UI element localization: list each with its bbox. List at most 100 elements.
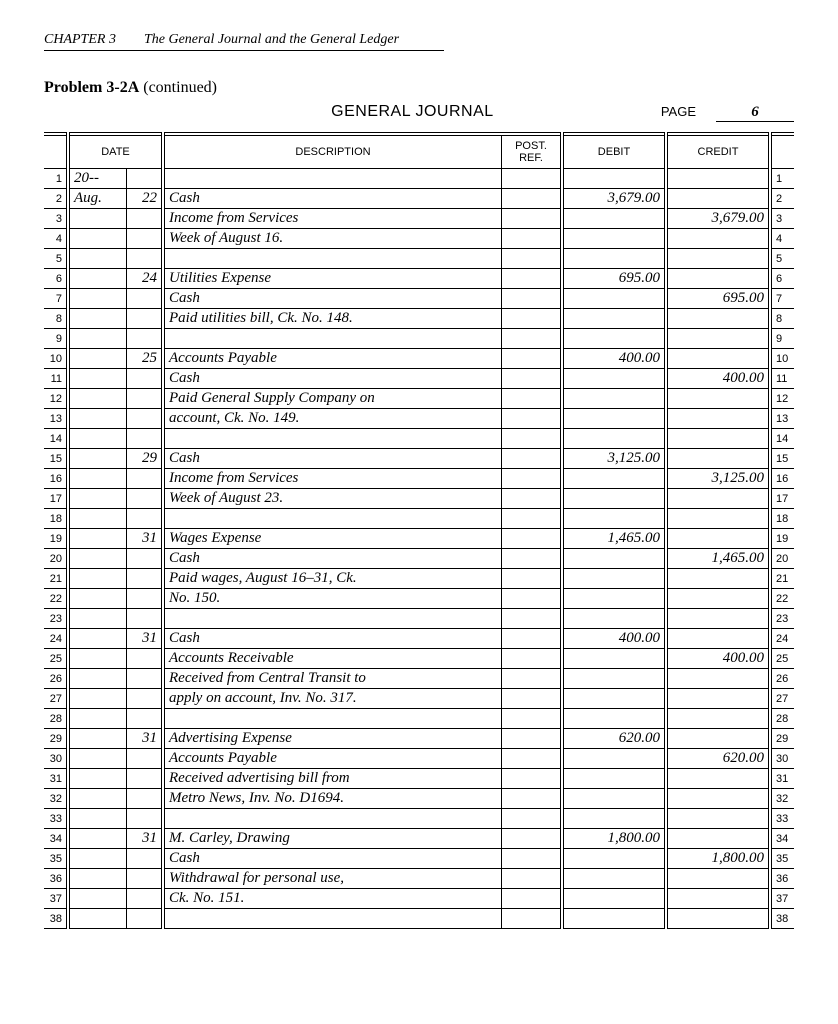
cell-post-ref — [502, 729, 563, 749]
row-number-left: 15 — [44, 449, 68, 469]
cell-month — [68, 369, 127, 389]
row-number-right: 10 — [770, 349, 794, 369]
row-number-right: 27 — [770, 689, 794, 709]
row-number-right: 15 — [770, 449, 794, 469]
journal-row: 25Accounts Receivable400.0025 — [44, 649, 794, 669]
cell-debit — [562, 389, 666, 409]
journal-row: 1931Wages Expense1,465.0019 — [44, 529, 794, 549]
cell-month — [68, 649, 127, 669]
cell-day: 29 — [127, 449, 164, 469]
cell-description: Accounts Payable — [163, 749, 502, 769]
row-number-left: 12 — [44, 389, 68, 409]
row-number-right: 8 — [770, 309, 794, 329]
row-number-left: 30 — [44, 749, 68, 769]
cell-description: Paid wages, August 16–31, Ck. — [163, 569, 502, 589]
cell-post-ref — [502, 209, 563, 229]
cell-month — [68, 849, 127, 869]
cell-month — [68, 589, 127, 609]
row-number-right: 31 — [770, 769, 794, 789]
cell-debit — [562, 489, 666, 509]
row-number-left: 29 — [44, 729, 68, 749]
cell-day — [127, 389, 164, 409]
journal-row: 21Paid wages, August 16–31, Ck.21 — [44, 569, 794, 589]
chapter-header: CHAPTER 3 The General Journal and the Ge… — [44, 32, 444, 51]
cell-debit — [562, 649, 666, 669]
cell-credit — [666, 309, 770, 329]
cell-credit — [666, 329, 770, 349]
cell-credit — [666, 809, 770, 829]
row-number-left: 2 — [44, 189, 68, 209]
row-number-left: 7 — [44, 289, 68, 309]
cell-post-ref — [502, 869, 563, 889]
cell-description: Cash — [163, 289, 502, 309]
cell-day — [127, 329, 164, 349]
cell-post-ref — [502, 329, 563, 349]
cell-credit — [666, 889, 770, 909]
cell-month — [68, 549, 127, 569]
cell-debit — [562, 549, 666, 569]
cell-day — [127, 689, 164, 709]
cell-day — [127, 849, 164, 869]
journal-row: 2323 — [44, 609, 794, 629]
cell-month — [68, 729, 127, 749]
cell-month — [68, 509, 127, 529]
cell-post-ref — [502, 749, 563, 769]
row-number-right: 24 — [770, 629, 794, 649]
cell-debit — [562, 249, 666, 269]
cell-day: 22 — [127, 189, 164, 209]
journal-row: 3Income from Services3,679.003 — [44, 209, 794, 229]
cell-debit — [562, 789, 666, 809]
cell-description: Cash — [163, 549, 502, 569]
cell-post-ref — [502, 469, 563, 489]
cell-description — [163, 709, 502, 729]
cell-credit: 1,800.00 — [666, 849, 770, 869]
row-number-right: 35 — [770, 849, 794, 869]
cell-credit — [666, 449, 770, 469]
cell-description — [163, 509, 502, 529]
cell-month — [68, 209, 127, 229]
cell-day — [127, 429, 164, 449]
cell-post-ref — [502, 529, 563, 549]
cell-post-ref — [502, 689, 563, 709]
cell-post-ref — [502, 409, 563, 429]
cell-month — [68, 349, 127, 369]
cell-debit: 3,679.00 — [562, 189, 666, 209]
cell-debit — [562, 869, 666, 889]
cell-post-ref — [502, 349, 563, 369]
cell-post-ref — [502, 589, 563, 609]
cell-month — [68, 709, 127, 729]
cell-credit — [666, 189, 770, 209]
row-number-right: 21 — [770, 569, 794, 589]
cell-day: 31 — [127, 629, 164, 649]
cell-day — [127, 589, 164, 609]
cell-month — [68, 609, 127, 629]
cell-day — [127, 809, 164, 829]
cell-post-ref — [502, 509, 563, 529]
journal-header-row: GENERAL JOURNAL PAGE 6 — [44, 103, 794, 122]
general-journal-table: DATE DESCRIPTION POST.REF. DEBIT CREDIT … — [44, 132, 794, 929]
cell-month: 20-- — [68, 169, 127, 189]
cell-description: Advertising Expense — [163, 729, 502, 749]
cell-description: Accounts Payable — [163, 349, 502, 369]
cell-credit — [666, 769, 770, 789]
row-number-left: 4 — [44, 229, 68, 249]
row-number-right: 13 — [770, 409, 794, 429]
cell-post-ref — [502, 829, 563, 849]
cell-month: Aug. — [68, 189, 127, 209]
cell-credit — [666, 609, 770, 629]
cell-credit — [666, 569, 770, 589]
cell-debit — [562, 229, 666, 249]
cell-post-ref — [502, 709, 563, 729]
cell-month — [68, 689, 127, 709]
row-number-left: 5 — [44, 249, 68, 269]
page-label: PAGE — [661, 104, 696, 119]
chapter-number: CHAPTER 3 — [44, 32, 116, 48]
cell-day — [127, 369, 164, 389]
row-number-right: 29 — [770, 729, 794, 749]
cell-day — [127, 469, 164, 489]
cell-day — [127, 909, 164, 929]
journal-row: 8Paid utilities bill, Ck. No. 148.8 — [44, 309, 794, 329]
row-number-right: 2 — [770, 189, 794, 209]
row-number-left: 38 — [44, 909, 68, 929]
cell-credit — [666, 269, 770, 289]
